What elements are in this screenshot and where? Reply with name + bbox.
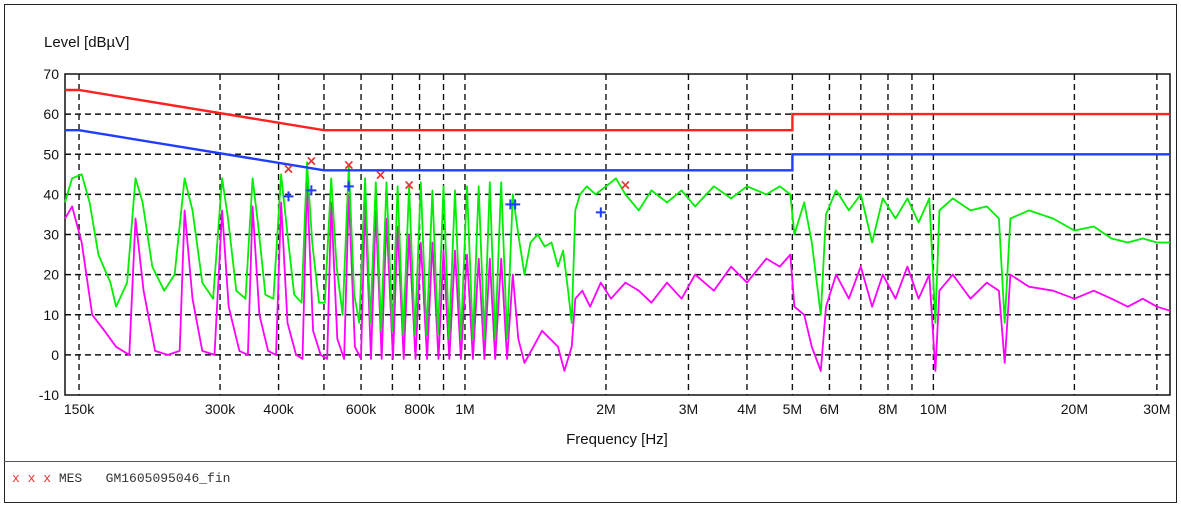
x-tick-label: 20M: [1061, 401, 1088, 417]
dataset-name: GM1605095046_fin: [105, 471, 231, 486]
x-tick-label: 30M: [1143, 401, 1170, 417]
y-tick-label: 50: [43, 146, 59, 162]
chart-frame: [4, 4, 1177, 503]
x-tick-label: 2M: [596, 401, 615, 417]
y-tick-label: 30: [43, 227, 59, 243]
qp-marker: ×: [619, 177, 631, 193]
x-tick-label: 1M: [455, 401, 474, 417]
qp-limit-line: [65, 88, 1170, 132]
qp-marker: ×: [403, 177, 415, 193]
x-tick-label: 5M: [783, 401, 802, 417]
avg-marker: [343, 181, 354, 192]
avg-marker: [510, 199, 521, 210]
x-tick-label: 300k: [205, 401, 236, 417]
x-axis-label: Frequency [Hz]: [566, 431, 668, 448]
x-tick-label: 8M: [878, 401, 897, 417]
y-tick-label: -10: [39, 387, 59, 403]
avg-marker: [595, 207, 606, 218]
legend-divider: [4, 461, 1177, 462]
y-tick-label: 20: [43, 267, 59, 283]
x-tick-label: 400k: [263, 401, 294, 417]
x-tick-label: 800k: [404, 401, 435, 417]
x-tick-label: 150k: [64, 401, 95, 417]
plot-area: 70 60 50 40 30 20 10 0 -10 150k 300k 400k 600k 800k 1M…: [39, 66, 1171, 417]
plot-border: [64, 73, 1171, 396]
measurement-label: MES: [58, 471, 83, 486]
avg-marker: [283, 191, 294, 202]
y-tick-label: 0: [51, 347, 59, 363]
qp-marker: ×: [375, 167, 387, 183]
x-tick-label: 4M: [737, 401, 756, 417]
average-trace-line: [64, 181, 1171, 372]
x-tick-label: 3M: [679, 401, 698, 417]
x-tick-label: 600k: [346, 401, 377, 417]
peak-trace-line: [64, 161, 1170, 340]
y-tick-label: 10: [43, 307, 59, 323]
qp-marker: ×: [283, 161, 295, 177]
y-tick-label: 60: [43, 106, 59, 122]
y-tick-label: 40: [43, 186, 59, 202]
qp-marker: ×: [343, 157, 355, 173]
legend-row: x x x MES GM1605095046_fin: [12, 471, 230, 486]
qp-marker: ×: [306, 153, 318, 169]
x-tick-label: 6M: [820, 401, 839, 417]
avg-marker: [306, 185, 317, 196]
y-tick-label: 70: [43, 66, 59, 82]
y-axis-label: Level [dBµV]: [44, 34, 129, 51]
x-tick-label: 10M: [920, 401, 947, 417]
avg-limit-line: [65, 128, 1170, 172]
measurement-marker-icons: x x x: [12, 471, 52, 486]
